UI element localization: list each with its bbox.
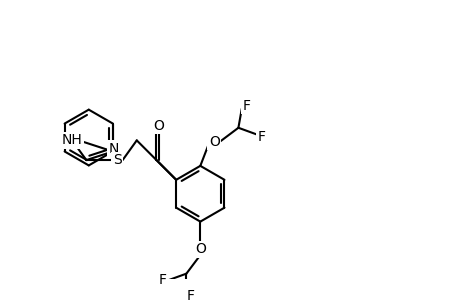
Text: S: S [112,153,121,167]
Text: NH: NH [62,133,82,147]
Text: O: O [152,119,163,133]
Text: F: F [242,99,250,113]
Text: F: F [158,273,166,287]
Text: N: N [108,142,119,156]
Text: O: O [195,242,205,256]
Text: O: O [208,135,219,149]
Text: F: F [187,289,195,300]
Text: F: F [257,130,265,144]
